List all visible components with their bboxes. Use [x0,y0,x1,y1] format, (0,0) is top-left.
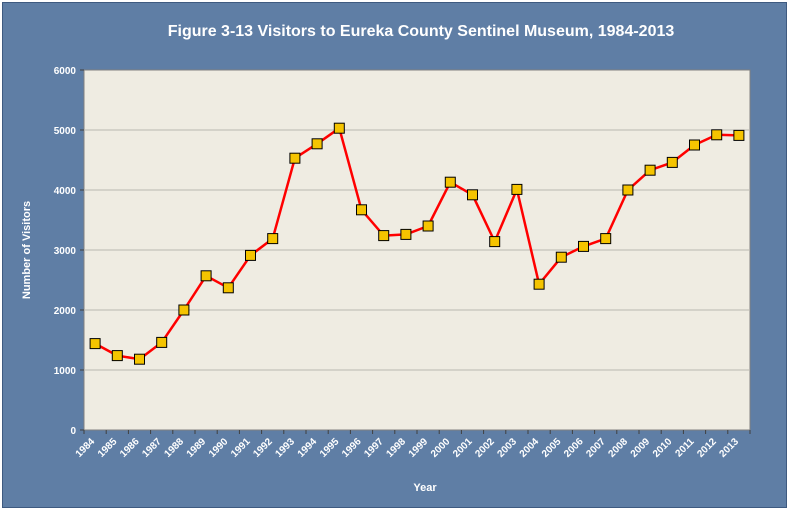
data-point-2007 [600,233,612,245]
gridlines [84,129,750,371]
data-point-1992 [267,233,279,245]
x-tick-label: 1984 [74,436,98,460]
x-tick-label: 1985 [96,436,120,460]
x-tick-label: 2003 [496,436,520,460]
x-tick-label: 1996 [340,436,364,460]
data-point-2010 [666,156,678,168]
x-tick-label: 1991 [229,436,253,460]
data-point-1988 [178,304,190,316]
x-tick-label: 1997 [362,436,386,460]
data-point-1984 [89,338,101,350]
data-point-1986 [134,353,145,365]
x-tick-label: 2005 [540,436,564,460]
x-tick-label: 2000 [429,436,453,460]
data-point-2001 [467,189,478,201]
data-point-1997 [378,230,390,242]
data-point-1987 [156,336,168,348]
y-tick-label: 2000 [54,306,77,317]
x-axis: 1984198519861987198819891990199119921993… [74,430,751,460]
y-tick-label: 4000 [54,186,77,197]
x-tick-label: 2002 [473,436,497,460]
data-point-1985 [111,350,123,362]
y-tick-label: 1000 [54,366,77,377]
data-point-2008 [622,184,634,196]
data-point-2013 [733,129,745,141]
data-point-1990 [222,282,234,294]
y-tick-label: 6000 [54,66,77,77]
data-point-1995 [333,122,345,134]
x-tick-label: 1992 [251,436,275,460]
y-axis: 0 1000 2000 3000 4000 5000 6000 [54,66,84,437]
x-tick-label: 2009 [629,436,653,460]
x-tick-label: 1999 [407,436,431,460]
x-tick-label: 2008 [607,436,631,460]
data-point-1989 [200,270,212,282]
data-point-2003 [511,183,523,195]
data-point-2005 [555,251,567,263]
data-point-1991 [245,249,256,261]
y-tick-label: 0 [70,426,76,437]
x-tick-label: 1994 [296,436,320,460]
chart-title: Figure 3-13 Visitors to Eureka County Se… [168,23,675,40]
x-tick-label: 1987 [140,436,164,460]
data-point-2000 [444,176,456,188]
x-tick-label: 2013 [718,436,742,460]
x-tick-label: 2007 [584,436,608,460]
x-tick-label: 2012 [695,436,719,460]
x-tick-label: 1998 [385,436,409,460]
data-point-2002 [489,236,501,248]
x-tick-label: 1993 [274,436,298,460]
data-point-2009 [644,164,656,176]
y-tick-label: 3000 [54,246,77,257]
x-tick-label: 1986 [118,436,142,460]
x-axis-title: Year [413,482,437,494]
y-tick-label: 5000 [54,126,77,137]
data-point-2004 [533,278,545,290]
series-visitors [89,122,745,365]
y-axis-title: Number of Visitors [21,201,33,299]
x-tick-label: 2010 [651,436,675,460]
data-point-2011 [689,139,700,151]
data-point-1993 [289,152,301,164]
x-tick-label: 1988 [163,436,187,460]
x-tick-label: 1990 [207,436,231,460]
x-tick-label: 2006 [562,436,586,460]
x-tick-label: 2004 [518,436,542,460]
data-point-2012 [711,129,723,141]
x-tick-label: 2011 [673,436,696,459]
x-tick-label: 1995 [318,436,342,460]
data-point-1998 [400,228,412,240]
x-tick-label: 1989 [185,436,209,460]
x-tick-label: 2001 [451,436,475,460]
data-point-1994 [311,138,323,150]
data-point-2006 [578,240,589,252]
data-point-1996 [356,204,367,216]
data-point-1999 [422,220,434,232]
